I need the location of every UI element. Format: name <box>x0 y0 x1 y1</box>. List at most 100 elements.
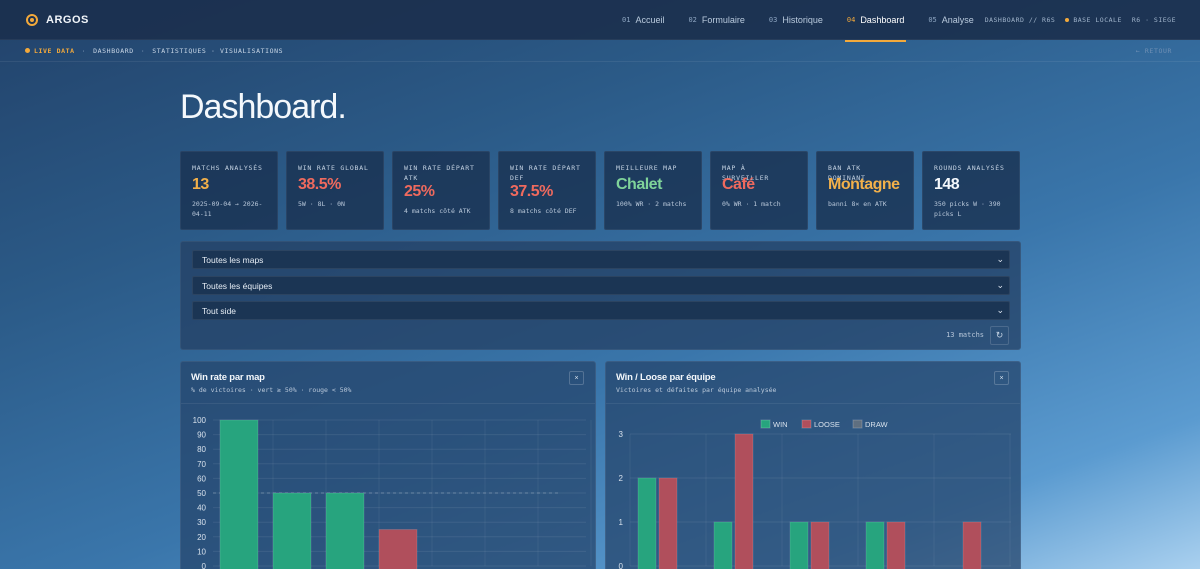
nav-item-number: 03 <box>768 16 778 24</box>
nav-item-number: 05 <box>928 16 937 24</box>
refresh-button[interactable]: ↻ <box>990 326 1009 345</box>
close-icon: × <box>999 374 1004 382</box>
y-tick-label: 60 <box>197 474 206 483</box>
nav-item-label: Dashboard <box>860 15 905 25</box>
nav-item-formulaire[interactable]: 02 Formulaire <box>686 0 746 40</box>
kpi-card: ROUNDS ANALYSÉS 148 350 picks W · 390 pi… <box>922 151 1020 230</box>
legend-label: DRAW <box>865 420 889 429</box>
kpi-value: 37.5% <box>510 183 553 200</box>
brand[interactable]: ARGOS <box>26 13 89 26</box>
kpi-label: WIN RATE DÉPART DEF <box>510 164 581 182</box>
page-title: Dashboard. <box>180 88 347 126</box>
kpi-subtext: 0% WR · 1 match <box>722 200 781 208</box>
bar <box>962 521 982 569</box>
kpi-subtext: 4 matchs côté ATK <box>404 207 471 215</box>
nav-item-label: Analyse <box>941 15 974 25</box>
y-tick-label: 40 <box>197 504 206 513</box>
select-value: Tout side <box>202 305 237 316</box>
legend-swatch <box>760 419 771 429</box>
live-data-label: LIVE DATA <box>34 46 75 55</box>
nav-item-number: 02 <box>688 16 697 24</box>
nav-item-historique[interactable]: 03 Historique <box>767 0 825 40</box>
kpi-subtext: 2025-09-04 → 2026-04-11 <box>192 200 263 218</box>
kpi-card: WIN RATE DÉPART DEF 37.5% 8 matchs côté … <box>498 151 596 230</box>
breadcrumb-dashboard: DASHBOARD <box>93 46 134 55</box>
nav-item-label: Formulaire <box>701 15 745 25</box>
status-dot-icon <box>1065 18 1070 22</box>
kpi-label: MEILLEURE MAP <box>616 164 678 172</box>
kpi-value: 13 <box>192 176 209 193</box>
win-loose-by-team-panel: Win / Loose par équipe Victoires et défa… <box>605 361 1021 569</box>
panel-divider <box>181 403 595 404</box>
context-indicator: R6 · SIEGE <box>1131 16 1176 24</box>
legend-swatch <box>801 419 812 429</box>
section-indicator: DASHBOARD // R6S <box>984 16 1056 24</box>
kpi-subtext: banni 8× en ATK <box>828 200 887 208</box>
db-indicator: BASE LOCALE <box>1073 16 1122 24</box>
y-tick-label: 2 <box>619 474 624 483</box>
kpi-label: ROUNDS ANALYSÉS <box>934 164 1005 172</box>
close-icon: × <box>574 374 579 382</box>
brand-name: ARGOS <box>46 13 89 26</box>
y-tick-label: 70 <box>197 460 206 469</box>
y-tick-label: 1 <box>619 518 624 527</box>
map-filter-select[interactable]: Toutes les maps ⌄ <box>192 250 1010 269</box>
kpi-subtext: 100% WR · 2 matchs <box>616 200 687 208</box>
kpi-row: MATCHS ANALYSÉS 13 2025-09-04 → 2026-04-… <box>180 151 1020 230</box>
kpi-card: MATCHS ANALYSÉS 13 2025-09-04 → 2026-04-… <box>180 151 278 230</box>
bar <box>272 492 312 569</box>
kpi-card: MEILLEURE MAP Chalet 100% WR · 2 matchs <box>604 151 702 230</box>
close-button[interactable]: × <box>994 371 1009 385</box>
y-tick-label: 80 <box>197 445 206 454</box>
nav-item-dashboard[interactable]: 04 Dashboard <box>844 0 907 42</box>
legend-label: WIN <box>773 420 788 429</box>
kpi-label: MATCHS ANALYSÉS <box>192 164 263 172</box>
bar <box>378 529 418 569</box>
kpi-card: WIN RATE GLOBAL 38.5% 5W · 8L · 0N <box>286 151 384 230</box>
kpi-subtext: 8 matchs côté DEF <box>510 207 577 215</box>
live-dot-icon <box>25 48 30 53</box>
winrate-by-map-panel: Win rate par map % de victoires · vert ≥… <box>180 361 596 569</box>
chevron-down-icon: ⌄ <box>996 305 1004 315</box>
kpi-label: MAP À SURVEILLER <box>722 164 770 182</box>
kpi-subtext: 350 picks W · 390 picks L <box>934 200 1001 218</box>
panel-subtitle: % de victoires · vert ≥ 50% · rouge < 50… <box>191 386 352 394</box>
team-filter-select[interactable]: Toutes les équipes ⌄ <box>192 276 1010 295</box>
bar <box>789 521 809 569</box>
y-tick-label: 90 <box>197 431 206 440</box>
status-area: DASHBOARD // R6S BASE LOCALE R6 · SIEGE <box>985 0 1176 40</box>
kpi-value: Montagne <box>828 176 900 193</box>
kpi-card: MAP À SURVEILLER Café 0% WR · 1 match <box>710 151 808 230</box>
legend-label: LOOSE <box>814 420 840 429</box>
side-filter-select[interactable]: Tout side ⌄ <box>192 301 1010 320</box>
bar <box>734 433 754 569</box>
winrate-bar-chart: 0 10 20 30 40 50 60 70 80 90 100 <box>193 416 592 569</box>
nav-item-analyse[interactable]: 05 Analyse <box>926 0 975 40</box>
kpi-value: 148 <box>934 176 960 193</box>
kpi-label: WIN RATE DÉPART ATK <box>404 164 475 182</box>
nav-item-label: Accueil <box>635 15 665 25</box>
bar <box>658 477 678 569</box>
bar <box>886 521 906 569</box>
kpi-value: Café <box>722 176 755 193</box>
back-link[interactable]: ← RETOUR <box>1135 46 1172 55</box>
bar <box>865 521 885 569</box>
select-value: Toutes les équipes <box>202 280 273 291</box>
panel-title: Win rate par map <box>191 372 265 383</box>
legend-swatch <box>852 419 863 429</box>
bar <box>810 521 830 569</box>
y-tick-label: 30 <box>197 518 206 527</box>
chevron-down-icon: ⌄ <box>996 280 1004 290</box>
chevron-down-icon: ⌄ <box>996 254 1004 264</box>
win-loose-bar-chart: 0 1 2 3 WIN LOOSE DRAW <box>619 419 1011 569</box>
bar <box>713 521 733 569</box>
kpi-card: BAN ATK DOMINANT Montagne banni 8× en AT… <box>816 151 914 230</box>
y-tick-label: 3 <box>619 430 624 439</box>
close-button[interactable]: × <box>569 371 584 385</box>
main-nav: 01 Accueil 02 Formulaire 03 Historique 0… <box>620 0 996 42</box>
argos-logo-icon <box>26 13 38 26</box>
nav-item-accueil[interactable]: 01 Accueil <box>620 0 666 40</box>
kpi-card: WIN RATE DÉPART ATK 25% 4 matchs côté AT… <box>392 151 490 230</box>
kpi-subtext: 5W · 8L · 0N <box>298 200 345 208</box>
panel-title: Win / Loose par équipe <box>616 372 716 383</box>
